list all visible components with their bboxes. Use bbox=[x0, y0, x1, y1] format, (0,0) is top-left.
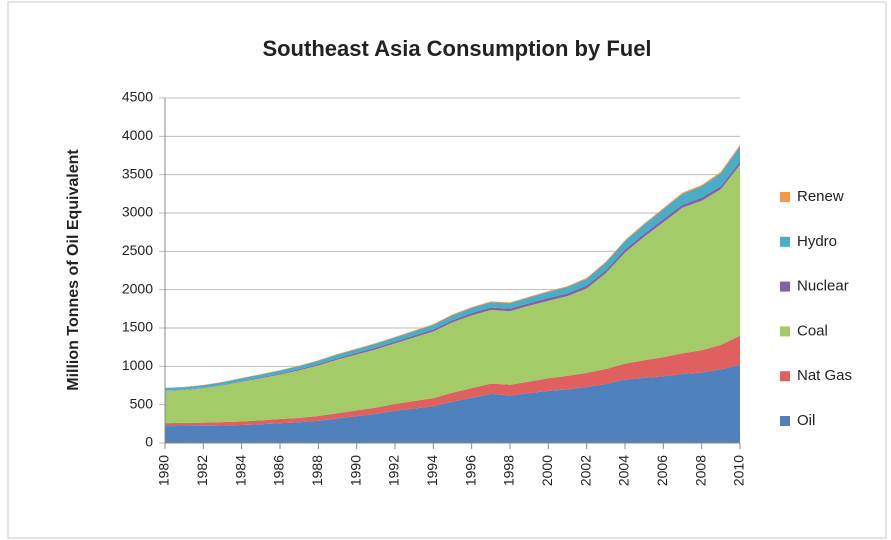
x-tick-label: 1994 bbox=[424, 455, 440, 486]
legend-swatch bbox=[780, 416, 790, 426]
x-tick-label: 1990 bbox=[347, 455, 363, 486]
y-tick-label: 1500 bbox=[122, 319, 153, 335]
legend-swatch bbox=[780, 236, 790, 247]
y-tick-label: 2000 bbox=[122, 280, 153, 296]
y-tick-label: 1000 bbox=[122, 357, 153, 373]
x-tick-label: 2010 bbox=[731, 455, 747, 486]
legend-label: Nuclear bbox=[797, 278, 849, 295]
y-tick-label: 4500 bbox=[122, 89, 153, 105]
x-tick-label: 2004 bbox=[616, 455, 632, 486]
legend-label: Hydro bbox=[797, 233, 837, 250]
x-tick-label: 1996 bbox=[462, 455, 478, 486]
legend-swatch bbox=[780, 192, 790, 202]
x-tick-label: 2000 bbox=[539, 455, 555, 486]
legend-swatch bbox=[780, 281, 790, 292]
legend-swatch bbox=[780, 326, 790, 337]
y-tick-label: 500 bbox=[130, 395, 154, 411]
legend-label: Renew bbox=[797, 188, 844, 205]
area bbox=[165, 364, 740, 443]
x-tick-label: 1988 bbox=[309, 455, 325, 486]
legend-label: Oil bbox=[797, 412, 815, 429]
x-tick-label: 2002 bbox=[577, 455, 593, 486]
y-tick-label: 3000 bbox=[122, 204, 153, 220]
x-tick-label: 2008 bbox=[692, 455, 708, 486]
x-tick-label: 2006 bbox=[654, 455, 670, 486]
frame bbox=[7, 1, 887, 539]
y-axis-label: Million Tonnes of Oil Equivalent bbox=[65, 149, 82, 391]
y-tick-label: 3500 bbox=[122, 165, 153, 181]
y-tick-label: 0 bbox=[145, 434, 153, 450]
y-tick-label: 4000 bbox=[122, 127, 153, 143]
x-tick-label: 1986 bbox=[271, 455, 287, 486]
x-tick-label: 1998 bbox=[501, 455, 517, 486]
legend-label: Nat Gas bbox=[797, 367, 852, 384]
x-tick-label: 1992 bbox=[386, 455, 402, 486]
legend-label: Coal bbox=[797, 322, 828, 339]
chart-title: Southeast Asia Consumption by Fuel bbox=[262, 36, 651, 61]
x-tick-label: 1984 bbox=[232, 455, 248, 486]
legend-swatch bbox=[780, 371, 790, 382]
x-tick-label: 1982 bbox=[194, 455, 210, 486]
x-tick-label: 1980 bbox=[156, 455, 172, 486]
area bbox=[165, 164, 740, 424]
y-tick-label: 2500 bbox=[122, 242, 153, 258]
